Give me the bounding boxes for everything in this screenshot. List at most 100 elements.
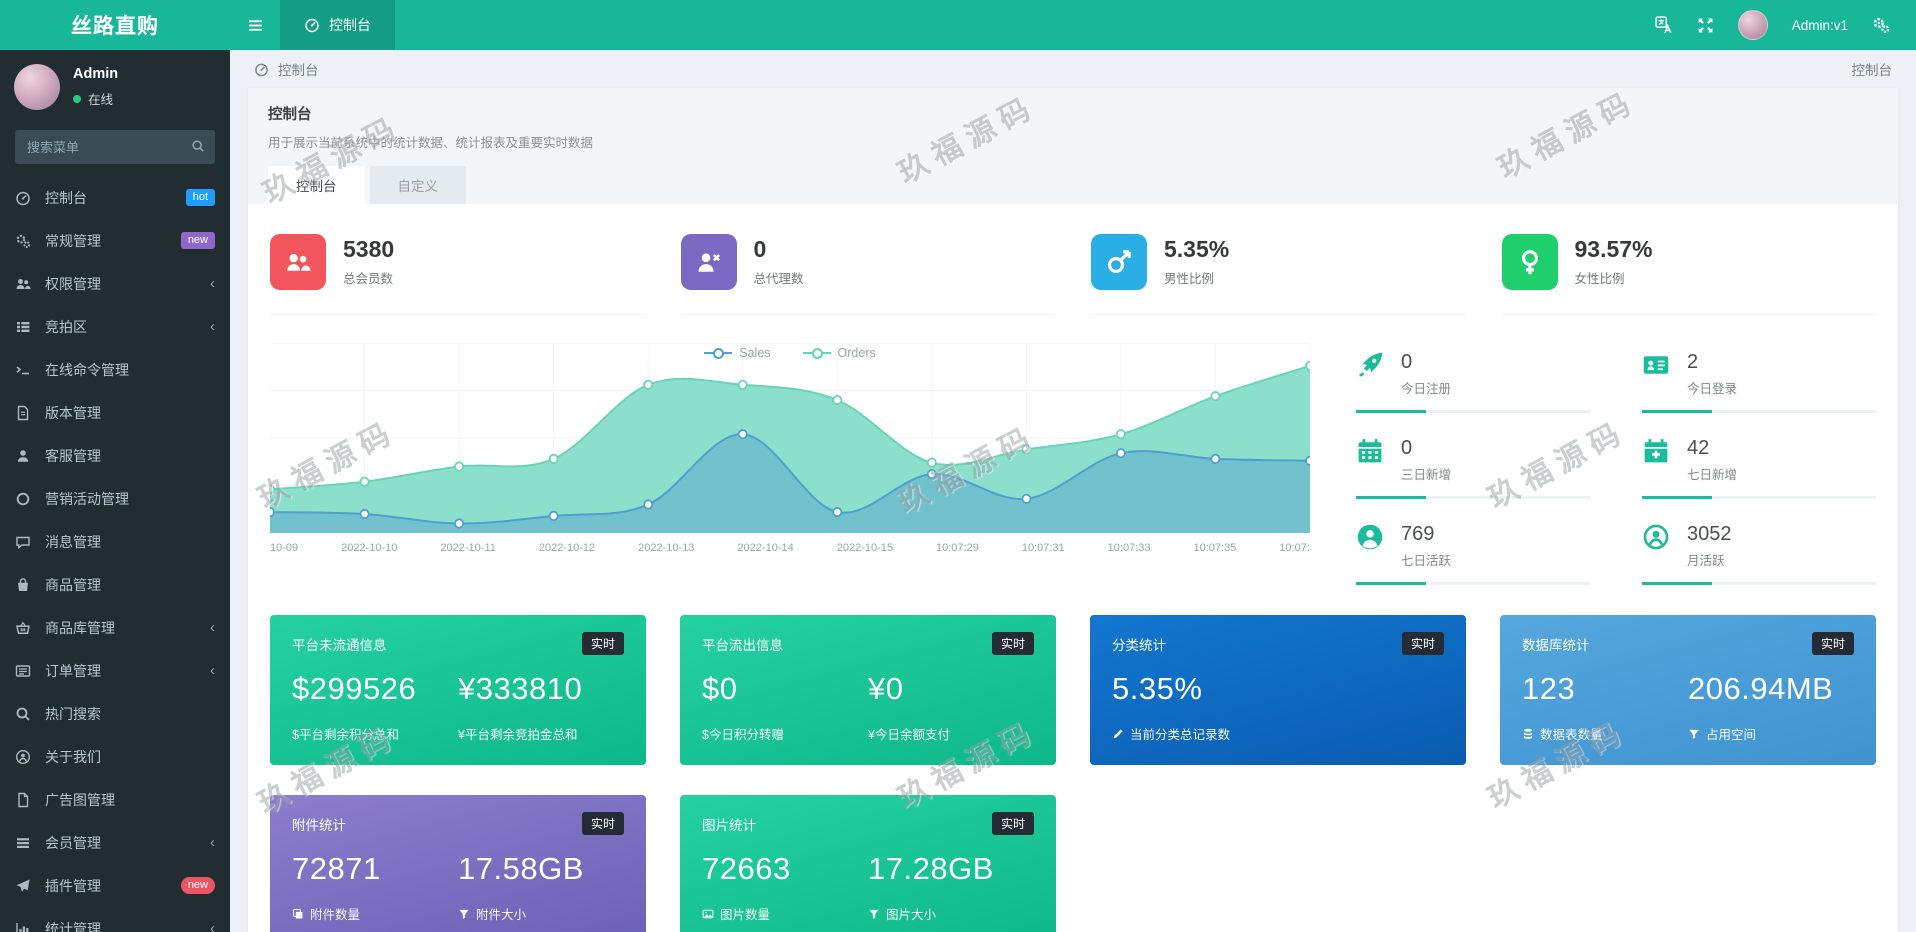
- metric-label: 图片大小: [886, 908, 937, 922]
- sales-orders-chart: Sales Orders 10-09 2022-10-10 2022-10-11 20…: [270, 343, 1310, 585]
- sidebar-item-permissions[interactable]: 权限管理 ‹: [0, 262, 230, 305]
- sidebar-item-auction-zone[interactable]: 竞拍区 ‹: [0, 305, 230, 348]
- box-title: 分类统计: [1112, 637, 1166, 653]
- orders-legend-marker: [802, 348, 831, 359]
- gauge-icon: [15, 190, 32, 206]
- mini-stat-today-registered: 0 今日注册: [1356, 351, 1590, 413]
- metric-value: 5.35%: [1112, 671, 1203, 706]
- mini-stat-value: 2: [1687, 351, 1699, 373]
- user-icon: [15, 448, 32, 464]
- stat-cards-row: 5380 总会员数 0 总代理数 5.35% 男性比例 93.57% 女性比例: [270, 234, 1876, 315]
- filter-icon: [868, 908, 880, 920]
- file-text-icon: [15, 405, 32, 421]
- stat-female-ratio: 93.57% 女性比例: [1501, 234, 1876, 315]
- settings-cogs-icon[interactable]: [1872, 16, 1890, 34]
- sidebar-item-statistics[interactable]: 统计管理 ‹: [0, 907, 230, 932]
- gauge-icon: [304, 17, 320, 33]
- comment-icon: [15, 534, 32, 550]
- sidebar-item-general[interactable]: 常规管理 new: [0, 219, 230, 262]
- user-avatar[interactable]: [1737, 10, 1768, 40]
- sidebar-item-orders[interactable]: 订单管理 ‹: [0, 649, 230, 692]
- fullscreen-icon[interactable]: [1697, 17, 1714, 34]
- metric-label: 数据表数量: [1540, 728, 1603, 742]
- mini-stat-progress: [1642, 496, 1876, 499]
- chart-x-axis: 10-09 2022-10-10 2022-10-11 2022-10-12 2022-…: [270, 542, 1310, 554]
- calendar-plus-icon: [1642, 437, 1672, 465]
- sidebar-item-customer-service[interactable]: 客服管理: [0, 434, 230, 477]
- metric-value: 17.58GB: [458, 851, 584, 886]
- sidebar-item-product-library[interactable]: 商品库管理 ‹: [0, 606, 230, 649]
- mini-stat-monthly-active: 3052 月活跃: [1642, 523, 1876, 585]
- database-icon: [1522, 728, 1534, 740]
- shopping-bag-icon: [15, 577, 32, 593]
- users-icon: [270, 234, 326, 290]
- user-circle-solid-icon: [1356, 523, 1386, 551]
- page-subtitle: 用于展示当前系统中的统计数据、统计报表及重要实时数据: [268, 136, 594, 150]
- sidebar-item-about-us[interactable]: 关于我们: [0, 735, 230, 778]
- rocket-icon: [1356, 351, 1386, 379]
- sidebar-item-versions[interactable]: 版本管理: [0, 391, 230, 434]
- mini-stat-value: 42: [1687, 437, 1710, 459]
- sidebar-user-status: 在线: [88, 93, 114, 107]
- search-icon[interactable]: [191, 139, 205, 153]
- metric-label: $平台剩余积分总和: [292, 728, 399, 742]
- sidebar-item-marketing[interactable]: 营销活动管理: [0, 477, 230, 520]
- language-icon[interactable]: [1655, 16, 1673, 34]
- menu-search-input[interactable]: [15, 130, 215, 164]
- sales-legend-marker: [704, 348, 733, 359]
- legend-sales[interactable]: Sales: [704, 346, 771, 360]
- sidebar-item-online-commands[interactable]: 在线命令管理: [0, 348, 230, 391]
- box-attachment-stats: 附件统计 实时 72871 附件数量 17.58GB 附件大小: [270, 795, 646, 932]
- stat-label: 总代理数: [753, 272, 804, 287]
- pencil-icon: [1112, 728, 1124, 740]
- chevron-left-icon: ‹: [210, 834, 215, 851]
- card-header: 控制台 用于展示当前系统中的统计数据、统计报表及重要实时数据 控制台 自定义: [248, 88, 1898, 204]
- calendar-icon: [1356, 437, 1386, 465]
- sidebar-item-dashboard[interactable]: 控制台 hot: [0, 176, 230, 219]
- mini-stats-grid: 0 今日注册 2 今日登录 0 三日新增: [1356, 343, 1876, 585]
- metric-value: 72871: [292, 851, 381, 886]
- user-menu[interactable]: Admin:v1: [1791, 17, 1848, 33]
- metric-value: 17.28GB: [868, 851, 994, 886]
- circle-icon: [15, 491, 32, 507]
- search-icon: [15, 706, 32, 722]
- sidebar-user-panel: Admin 在线: [0, 50, 230, 122]
- metric-value: 72663: [702, 851, 791, 886]
- file-icon: [15, 792, 32, 808]
- tab-custom[interactable]: 自定义: [369, 166, 466, 204]
- box-title: 平台流出信息: [702, 637, 783, 653]
- box-title: 平台未流通信息: [292, 637, 387, 653]
- tab-bar: 控制台 自定义: [268, 166, 1878, 204]
- users-icon: [15, 276, 32, 292]
- user-times-icon: [680, 234, 737, 290]
- stat-total-members: 5380 总会员数: [270, 234, 645, 315]
- sidebar-item-ad-images[interactable]: 广告图管理: [0, 778, 230, 821]
- sidebar-item-members[interactable]: 会员管理 ‹: [0, 821, 230, 864]
- mini-stat-three-day-new: 0 三日新增: [1356, 437, 1590, 499]
- box-database-stats: 数据库统计 实时 123 数据表数量 206.94MB 占用空间: [1500, 615, 1876, 765]
- metric-value: 123: [1522, 671, 1576, 706]
- sidebar-avatar[interactable]: [14, 64, 60, 110]
- box-title: 图片统计: [702, 817, 756, 833]
- metric-value: $299526: [292, 671, 417, 706]
- mini-stat-label: 今日注册: [1401, 382, 1452, 396]
- app-logo: 丝路直购: [71, 15, 159, 38]
- metric-label: 占用空间: [1706, 728, 1757, 742]
- sidebar-toggle-button[interactable]: [230, 0, 280, 50]
- realtime-badge: 实时: [1811, 632, 1854, 655]
- sidebar-item-plugins[interactable]: 插件管理 new: [0, 864, 230, 907]
- mini-stat-progress: [1356, 410, 1590, 413]
- sidebar-item-hot-search[interactable]: 热门搜索: [0, 692, 230, 735]
- navbar-tab-dashboard[interactable]: 控制台: [280, 0, 395, 50]
- online-status-dot: [73, 94, 81, 103]
- realtime-badge: 实时: [581, 632, 624, 655]
- male-icon: [1091, 234, 1147, 290]
- legend-orders[interactable]: Orders: [802, 346, 876, 360]
- sidebar-item-products[interactable]: 商品管理: [0, 563, 230, 606]
- image-icon: [702, 908, 714, 920]
- tab-dashboard[interactable]: 控制台: [268, 166, 365, 204]
- metric-label: 当前分类总记录数: [1130, 728, 1231, 742]
- mini-stat-seven-day-new: 42 七日新增: [1642, 437, 1876, 499]
- sidebar-menu: 控制台 hot 常规管理 new 权限管理 ‹ 竞拍区 ‹ 在线命令管理 版本管理 客服…: [0, 176, 230, 932]
- sidebar-item-messages[interactable]: 消息管理: [0, 520, 230, 563]
